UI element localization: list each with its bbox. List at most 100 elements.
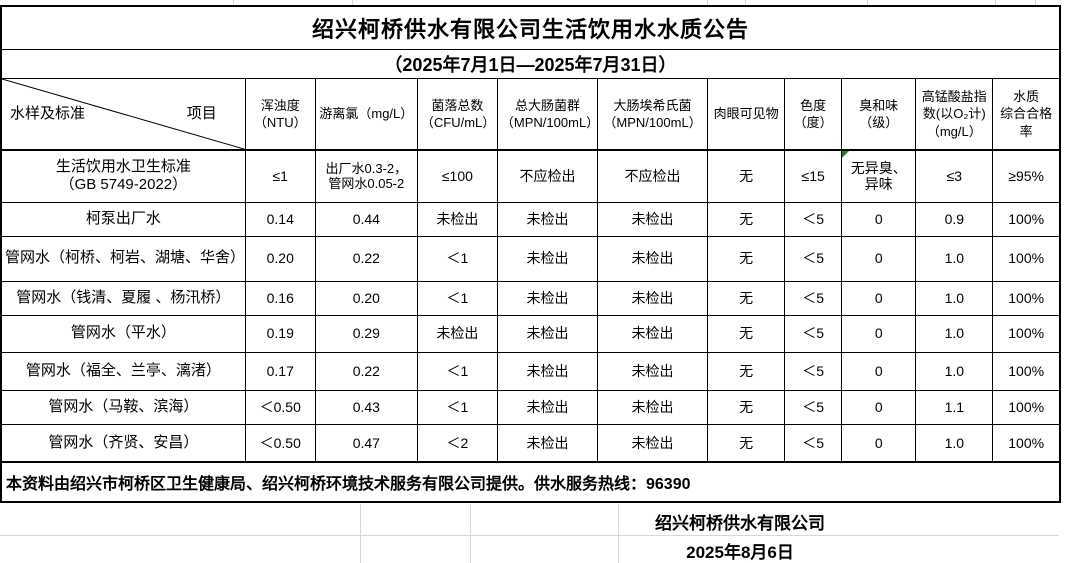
signature-company: 绍兴柯桥供水有限公司 (655, 514, 825, 533)
gridline (0, 535, 1059, 536)
cell: 未检出 (596, 201, 709, 237)
cell: 100% (992, 423, 1061, 463)
cell: ≤3 (915, 149, 994, 203)
corner-cell: 项目 水样及标准 (0, 78, 246, 152)
table-row: 柯泵出厂水 0.14 0.44 未检出 未检出 未检出 无 ＜5 0 0.9 1… (0, 201, 1061, 237)
cell: 未检出 (496, 280, 599, 316)
cell: ＜0.50 (244, 389, 316, 425)
cell: ＜1 (416, 235, 498, 282)
cell: 0.43 (314, 389, 418, 425)
cell: 0.20 (314, 280, 418, 316)
cell: 0.14 (244, 201, 316, 237)
row-label: 管网水（齐贤、安昌） (0, 423, 246, 463)
cell: 0 (841, 235, 917, 282)
cell: 无 (707, 280, 786, 316)
row-label: 管网水（柯桥、柯岩、湖塘、华舍） (0, 235, 246, 282)
page-title: 绍兴柯桥供水有限公司生活饮用水水质公告 (0, 5, 1061, 50)
col-header-turbidity: 浑浊度 （NTU） (244, 78, 316, 152)
row-label: 管网水（钱清、夏履 、杨汛桥） (0, 280, 246, 316)
cell: 1.0 (915, 423, 994, 463)
row-label: 生活饮用水卫生标准 （GB 5749-2022） (0, 149, 246, 203)
cell: 无 (707, 351, 786, 391)
table-row: 管网水（平水） 0.19 0.29 未检出 未检出 未检出 无 ＜5 0 1.0… (0, 314, 1061, 353)
date-range: （2025年7月1日—2025年7月31日） (0, 49, 1061, 79)
col-header-odor: 臭和味 （级） (841, 78, 917, 152)
cell: ＜1 (416, 389, 498, 425)
cell: 0 (841, 280, 917, 316)
gridline (618, 504, 619, 563)
cell: 0.22 (314, 351, 418, 391)
col-header-permanganate: 高锰酸盐指 数(以O₂计) （mg/L） (915, 78, 994, 152)
cell: ＜5 (784, 280, 843, 316)
cell: 无 (707, 314, 786, 353)
cell: 1.0 (915, 280, 994, 316)
col-header-pass-rate: 水质 综合合格率 (992, 78, 1061, 152)
gridline-tick (1035, 0, 1036, 5)
cell: 未检出 (496, 389, 599, 425)
cell: 0 (841, 201, 917, 237)
cell: 0.22 (314, 235, 418, 282)
cell: 0 (841, 314, 917, 353)
gridline (470, 504, 471, 563)
cell: 无异臭、 异味 (841, 149, 917, 203)
water-quality-table: 绍兴柯桥供水有限公司生活饮用水水质公告 （2025年7月1日—2025年7月31… (0, 5, 1061, 504)
cell: 未检出 (596, 423, 709, 463)
cell-flag-triangle-icon (842, 151, 850, 159)
cell: ＜0.50 (244, 423, 316, 463)
cell: 无 (707, 201, 786, 237)
cell: 0.44 (314, 201, 418, 237)
cell: ＜5 (784, 351, 843, 391)
gridline-tick (745, 0, 746, 5)
cell: 100% (992, 201, 1061, 237)
gridline-tick (352, 0, 353, 5)
cell: 100% (992, 235, 1061, 282)
header-row: 项目 水样及标准 浑浊度 （NTU） 游离氯（mg/L） 菌落总数 （CFU/m… (0, 78, 1061, 152)
cell: 不应检出 (496, 149, 599, 203)
cell: 未检出 (496, 423, 599, 463)
cell: 未检出 (596, 389, 709, 425)
cell: 未检出 (416, 201, 498, 237)
cell: 100% (992, 314, 1061, 353)
cell: 100% (992, 389, 1061, 425)
row-label: 柯泵出厂水 (0, 201, 246, 237)
cell: ≤15 (784, 149, 843, 203)
row-label: 管网水（福全、兰亭、漓渚） (0, 351, 246, 391)
source-note: 本资料由绍兴市柯桥区卫生健康局、绍兴柯桥环境技术服务有限公司提供。供水服务热线：… (0, 461, 1061, 503)
cell: ≤100 (416, 149, 498, 203)
table-row: 管网水（柯桥、柯岩、湖塘、华舍） 0.20 0.22 ＜1 未检出 未检出 无 … (0, 235, 1061, 282)
corner-label-sample: 水样及标准 (10, 104, 86, 122)
row-label: 管网水（马鞍、滨海） (0, 389, 246, 425)
gridline-tick (867, 0, 868, 5)
cell: 0 (841, 423, 917, 463)
cell: 100% (992, 351, 1061, 391)
cell: 未检出 (496, 314, 599, 353)
col-header-free-chlorine: 游离氯（mg/L） (314, 78, 418, 152)
cell: 0.20 (244, 235, 316, 282)
table-row: 生活饮用水卫生标准 （GB 5749-2022） ≤1 出厂水0.3-2， 管网… (0, 149, 1061, 203)
corner-label-item: 项目 (186, 104, 217, 122)
col-header-total-coliform: 总大肠菌群 （MPN/100mL） (496, 78, 599, 152)
cell: ＜5 (784, 389, 843, 425)
cell: 未检出 (496, 235, 599, 282)
gridline (360, 504, 361, 563)
cell: 0.19 (244, 314, 316, 353)
col-header-visible-matter: 肉眼可见物 (707, 78, 786, 152)
cell: ＜5 (784, 314, 843, 353)
cell: 出厂水0.3-2， 管网水0.05-2 (314, 149, 418, 203)
cell: ＜1 (416, 280, 498, 316)
cell: 未检出 (596, 351, 709, 391)
gridline-tick (995, 0, 996, 5)
cell: 未检出 (596, 235, 709, 282)
cell: 1.0 (915, 235, 994, 282)
cell: 0 (841, 389, 917, 425)
cell: 无 (707, 235, 786, 282)
cell: ＜5 (784, 235, 843, 282)
cell: 未检出 (496, 201, 599, 237)
cell: 无 (707, 389, 786, 425)
cell: 0.17 (244, 351, 316, 391)
gridline-tick (707, 0, 708, 5)
cell: 未检出 (496, 351, 599, 391)
table-row: 管网水（钱清、夏履 、杨汛桥） 0.16 0.20 ＜1 未检出 未检出 无 ＜… (0, 280, 1061, 316)
cell: ＜2 (416, 423, 498, 463)
cell: 0.9 (915, 201, 994, 237)
